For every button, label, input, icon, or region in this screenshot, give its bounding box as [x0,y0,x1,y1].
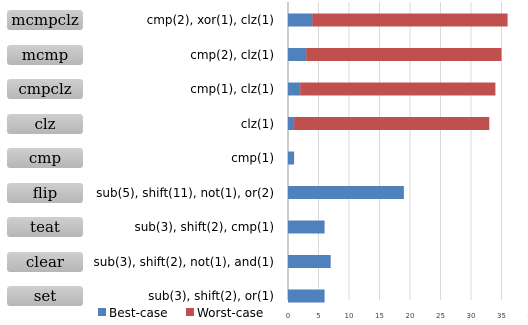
bar-worst-case [300,82,496,96]
category-label: mcmp [7,44,83,65]
x-tick-label: 30 [467,312,476,320]
x-tick-label: 20 [406,312,415,320]
x-tick-label: 10 [345,312,354,320]
bar-best-case [288,13,313,27]
category-label: set [7,286,83,306]
category-label: clear [7,251,83,272]
bar-worst-case [312,13,508,27]
bar-best-case [288,82,301,96]
x-tick-label: 15 [375,312,384,320]
operation-label: cmp(2), clz(1) [190,47,274,62]
legend-label: Best-case [109,306,168,320]
legend-swatch [186,308,194,316]
operation-label: sub(3), shift(2), or(1) [148,289,274,303]
x-tick-label: 5 [316,312,320,320]
x-tick-label: 0 [286,312,290,320]
legend-swatch [98,308,106,316]
bar-best-case [288,48,307,61]
category-label: clz [7,113,83,134]
bar-best-case [288,255,331,268]
category-label: cmpclz [7,79,83,99]
bar-best-case [288,220,325,234]
bar-best-case [288,151,295,165]
operation-label: sub(5), shift(11), not(1), or(2) [96,185,274,200]
category-label: mcmpclz [7,10,83,30]
bar-worst-case [306,48,502,61]
category-label: flip [7,182,83,203]
legend-label: Worst-case [197,306,263,320]
x-tick-label: 25 [436,312,445,320]
operation-label: cmp(1) [231,151,274,165]
operation-label: cmp(1), clz(1) [190,82,274,96]
bar-best-case [288,289,325,303]
operation-label: cmp(2), xor(1), clz(1) [146,13,274,27]
operation-label: sub(3), shift(2), cmp(1) [134,220,274,234]
operation-label: sub(3), shift(2), not(1), and(1) [93,254,275,269]
x-tick-label: 35 [497,312,506,320]
operation-label: clz(1) [240,116,274,131]
category-label: teat [7,217,83,237]
category-label: cmp [7,148,83,168]
bar-worst-case [294,117,490,130]
bar-best-case [288,186,404,199]
bar-best-case [288,117,295,130]
